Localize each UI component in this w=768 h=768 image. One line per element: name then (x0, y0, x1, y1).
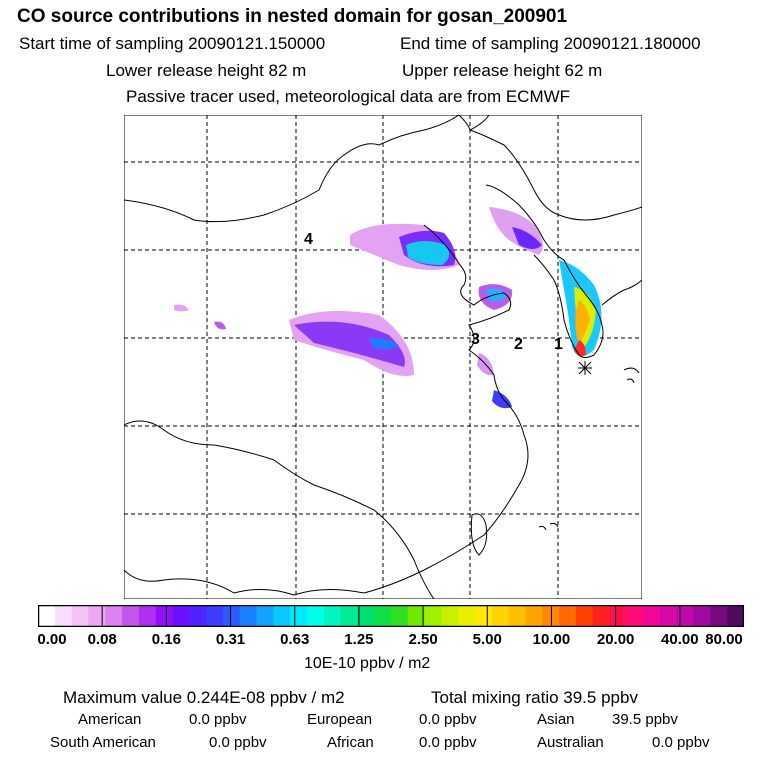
colorbar-cell (88, 605, 106, 627)
colorbar-tick-label: 0.31 (215, 631, 246, 648)
colorbar-cell (407, 605, 426, 627)
colorbar-cell (441, 605, 459, 627)
colorbar-tick-label: 40.00 (661, 631, 699, 648)
start-time-label: Start time of sampling 20090121.150000 (19, 34, 326, 53)
region-label-1: 1 (554, 336, 563, 353)
source-contribution-map: 1 2 3 4 (124, 115, 642, 599)
colorbar-tick-label: 0.00 (37, 631, 67, 648)
region-african-value: 0.0 ppbv (419, 734, 477, 751)
region-australian-value: 0.0 ppbv (652, 734, 710, 751)
colorbar (38, 605, 744, 627)
colorbar-tick-label: 0.63 (280, 631, 310, 648)
colorbar-cell (710, 605, 728, 627)
colorbar-cell (575, 605, 594, 627)
plume-west-mid (294, 321, 405, 367)
colorbar-cell (592, 605, 611, 627)
colorbar-tick-label: 5.00 (472, 631, 502, 648)
region-label-4: 4 (304, 231, 313, 248)
region-asian-value: 39.5 ppbv (612, 711, 678, 728)
figure-title: CO source contributions in nested domain… (17, 6, 568, 27)
colorbar-tick-label: 0.16 (151, 631, 181, 648)
colorbar-cell (458, 605, 476, 627)
region-european-label: European (307, 711, 373, 728)
plume-korea-high (575, 300, 590, 345)
colorbar-cell (475, 605, 493, 627)
upper-release-height: Upper release height 62 m (402, 61, 603, 80)
lower-release-height: Lower release height 82 m (106, 61, 307, 80)
colorbar-tick-label: 10.00 (532, 631, 571, 648)
plume-northeast-mid (512, 227, 542, 249)
region-australian-label: Australian (537, 734, 604, 751)
colorbar-cell (273, 605, 291, 627)
colorbar-cell (306, 605, 325, 627)
colorbar-tick-label: 1.25 (344, 631, 374, 648)
colorbar-tick-label: 80.00 (705, 631, 743, 648)
region-south-american-label: South American (50, 734, 156, 751)
colorbar-cell (155, 605, 174, 627)
colorbar-tick-label: 2.50 (408, 631, 438, 648)
release-site-marker (578, 361, 592, 375)
colorbar-cell (659, 605, 678, 627)
plume-west-core (369, 338, 399, 349)
region-american-value: 0.0 ppbv (189, 711, 247, 728)
maximum-value: Maximum value 0.244E-08 ppbv / m2 (63, 688, 345, 707)
colorbar-cell (374, 605, 392, 627)
colorbar-cell (138, 605, 157, 627)
colorbar-cell (122, 605, 140, 627)
plume-bay-core (486, 288, 507, 301)
colorbar-border (38, 605, 744, 627)
colorbar-cell (643, 605, 661, 627)
colorbar-cell (323, 605, 342, 627)
plume-speck-1 (174, 304, 189, 312)
colorbar-cell (727, 605, 744, 627)
colorbar-cell (693, 605, 711, 627)
colorbar-cell (626, 605, 644, 627)
colorbar-cell (609, 605, 627, 627)
colorbar-cell (105, 605, 123, 627)
colorbar-tick-label: 0.08 (87, 631, 117, 648)
plume-speck-2 (214, 321, 226, 330)
plume-north-core (406, 241, 450, 265)
coastlines (124, 115, 642, 599)
colorbar-cell (256, 605, 274, 627)
colorbar-cell (340, 605, 358, 627)
colorbar-cell (357, 605, 375, 627)
colorbar-tick-label: 20.00 (596, 631, 635, 648)
colorbar-cell (206, 605, 224, 627)
region-african-label: African (327, 734, 374, 751)
colorbar-cell (508, 605, 527, 627)
colorbar-cell (559, 605, 577, 627)
end-time-label: End time of sampling 20090121.180000 (400, 34, 701, 53)
colorbar-cell (239, 605, 258, 627)
colorbar-cell (172, 605, 190, 627)
colorbar-cell (290, 605, 308, 627)
colorbar-cell (424, 605, 443, 627)
region-label-3: 3 (471, 331, 480, 348)
tracer-note: Passive tracer used, meteorological data… (126, 87, 571, 106)
colorbar-cell (189, 605, 207, 627)
region-south-american-value: 0.0 ppbv (209, 734, 267, 751)
concentration-plumes (174, 207, 602, 409)
colorbar-cell (54, 605, 73, 627)
colorbar-cell (391, 605, 409, 627)
colorbar-cell (222, 605, 241, 627)
region-european-value: 0.0 ppbv (419, 711, 477, 728)
colorbar-cell (38, 605, 56, 627)
colorbar-cell (491, 605, 510, 627)
colorbar-cell (71, 605, 90, 627)
colorbar-cell (525, 605, 543, 627)
colorbar-cell (676, 605, 695, 627)
region-asian-label: Asian (537, 711, 575, 728)
region-label-2: 2 (514, 336, 523, 353)
region-american-label: American (78, 711, 142, 728)
total-mixing-ratio: Total mixing ratio 39.5 ppbv (431, 688, 638, 707)
colorbar-cells (38, 605, 744, 627)
colorbar-unit: 10E-10 ppbv / m2 (304, 655, 431, 672)
